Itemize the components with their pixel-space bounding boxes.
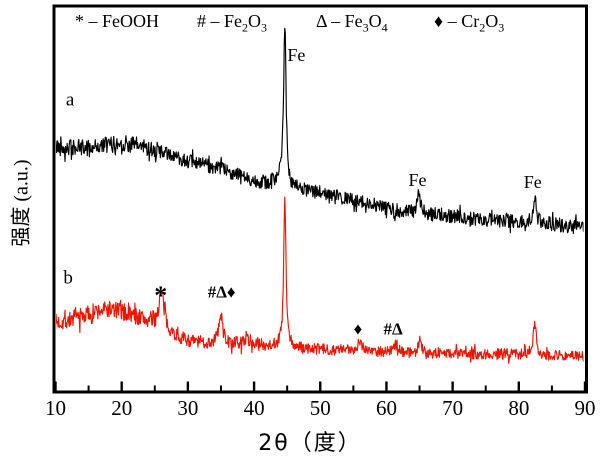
x-tick-label-20: 20	[111, 396, 133, 420]
legend-symbol: ♦	[434, 11, 444, 31]
legend-item-0: * – FeOOH	[75, 11, 159, 31]
legend-formula: Fe2O3	[224, 11, 267, 35]
curve-label-0: a	[65, 89, 75, 111]
legend-symbol: Δ	[316, 11, 327, 31]
legend-item-3: ♦ – Cr2O3	[434, 11, 505, 35]
peak-label-2: Fe	[287, 45, 306, 65]
legend-formula: Cr2O3	[461, 11, 505, 35]
x-tick-label-30: 30	[177, 396, 199, 420]
plot-frame	[52, 4, 588, 394]
legend: * – FeOOH # – Fe2O3 Δ – Fe3O4 ♦ – Cr2O3	[0, 0, 600, 40]
x-tick-label-50: 50	[309, 396, 331, 420]
peak-label-3: Fe	[408, 170, 427, 190]
marker-label-7: ♦	[353, 319, 363, 339]
curve-label-1: b	[63, 267, 73, 289]
legend-item-1: # – Fe2O3	[197, 11, 267, 35]
x-tick-label-10: 10	[45, 396, 66, 420]
x-axis-title: 2θ（度）	[258, 431, 362, 456]
y-axis-title: 强度 (a.u.)	[10, 159, 33, 247]
legend-symbol: *	[75, 11, 84, 31]
peak-label-4: Fe	[523, 172, 542, 192]
x-tick-label-70: 70	[442, 396, 464, 420]
x-tick-label-60: 60	[375, 396, 397, 420]
star-label-5: *	[154, 281, 168, 310]
x-tick-label-40: 40	[243, 396, 265, 420]
marker-label-8: #Δ	[383, 319, 403, 339]
xrd-curve-a	[56, 27, 584, 235]
xrd-curve-b	[56, 196, 584, 364]
x-tick-label-80: 80	[508, 396, 530, 420]
legend-symbol: #	[197, 11, 206, 31]
legend-formula: FeOOH	[102, 11, 159, 31]
x-tick-label-90: 90	[574, 396, 596, 420]
marker-label-6: #Δ♦	[207, 282, 236, 302]
legend-item-2: Δ – Fe3O4	[316, 11, 388, 35]
legend-formula: Fe3O4	[344, 11, 388, 35]
